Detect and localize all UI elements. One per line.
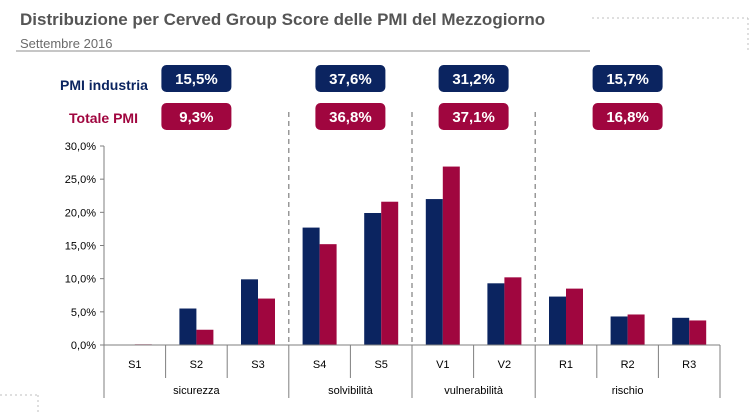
y-axis: 0,0% 5,0% 10,0% 15,0% 20,0% 25,0% 30,0% (65, 141, 105, 352)
summary-badge-value: 36,8% (329, 109, 372, 126)
bar-pmi-industria (672, 317, 690, 345)
summary-badge (161, 65, 232, 92)
bar-pmi-industria (549, 296, 566, 345)
summary-badge (592, 103, 663, 130)
group-dividers (288, 112, 536, 345)
x-tick-label: R3 (682, 359, 696, 371)
bar-chart: 0,0% 5,0% 10,0% 15,0% 20,0% 25,0% 30,0% S1 S2 S3… (65, 112, 721, 398)
x-axis: S1 S2 S3 S4 S5 V1 V2 R1 R2 R3 sicurezza solvibilità… (103, 344, 721, 398)
bar-pmi-industria (241, 279, 258, 345)
y-tick-label: 25,0% (65, 174, 96, 186)
summary-table: PMI industria Totale PMI 15,5% 9,3% 37,6% 3… (60, 65, 663, 130)
bar-pmi-industria (179, 308, 197, 345)
summary-badge (315, 65, 386, 92)
summary-badge-value: 37,1% (452, 109, 495, 126)
summary-badge-value: 9,3% (179, 109, 213, 126)
y-tick-label: 10,0% (65, 274, 96, 286)
summary-badge (161, 103, 232, 130)
x-tick-label: S2 (190, 359, 203, 371)
summary-badge-value: 15,7% (606, 71, 649, 88)
page-subtitle: Settembre 2016 (20, 36, 113, 51)
x-group-label: vulnerabilità (444, 385, 504, 397)
summary-badge (438, 65, 509, 92)
summary-badge-value: 15,5% (175, 71, 218, 88)
summary-badge-value: 37,6% (329, 71, 372, 88)
x-tick-label: V1 (436, 359, 449, 371)
bar-totale-pmi (381, 201, 399, 345)
summary-badge (438, 103, 509, 130)
bar-totale-pmi (442, 166, 460, 345)
summary-badge-value: 16,8% (606, 109, 649, 126)
bar-pmi-industria (610, 316, 628, 345)
summary-badge (592, 65, 663, 92)
bar-totale-pmi (627, 314, 645, 345)
x-group-label: rischio (612, 385, 644, 397)
summary-label-totale: Totale PMI (69, 110, 138, 126)
x-tick-label: S4 (313, 359, 326, 371)
summary-badge-value: 31,2% (452, 71, 495, 88)
y-tick-label: 0,0% (71, 340, 96, 352)
bar-totale-pmi (689, 320, 707, 345)
x-tick-label: S5 (374, 359, 387, 371)
x-tick-label: V2 (498, 359, 511, 371)
x-tick-label: R1 (559, 359, 573, 371)
x-tick-label: R2 (621, 359, 635, 371)
bar-totale-pmi (566, 288, 583, 345)
bar-totale-pmi (319, 244, 337, 345)
bar-pmi-industria (364, 212, 382, 345)
x-tick-label: S3 (251, 359, 264, 371)
summary-label-industria: PMI industria (60, 77, 148, 93)
x-group-label: sicurezza (173, 385, 220, 397)
summary-badge (315, 103, 386, 130)
x-group-label: solvibilità (328, 385, 374, 397)
y-tick-label: 20,0% (65, 207, 96, 219)
bar-totale-pmi (504, 277, 522, 345)
page-title: Distribuzione per Cerved Group Score del… (20, 10, 545, 29)
y-tick-label: 30,0% (65, 141, 96, 153)
y-tick-label: 15,0% (65, 241, 96, 253)
y-tick-label: 5,0% (71, 307, 96, 319)
bar-pmi-industria (487, 283, 505, 345)
bar-pmi-industria (425, 199, 443, 345)
bars (134, 166, 707, 345)
x-tick-label: S1 (128, 359, 141, 371)
bar-pmi-industria (302, 227, 320, 345)
bar-totale-pmi (196, 329, 214, 345)
bar-totale-pmi (258, 298, 275, 345)
